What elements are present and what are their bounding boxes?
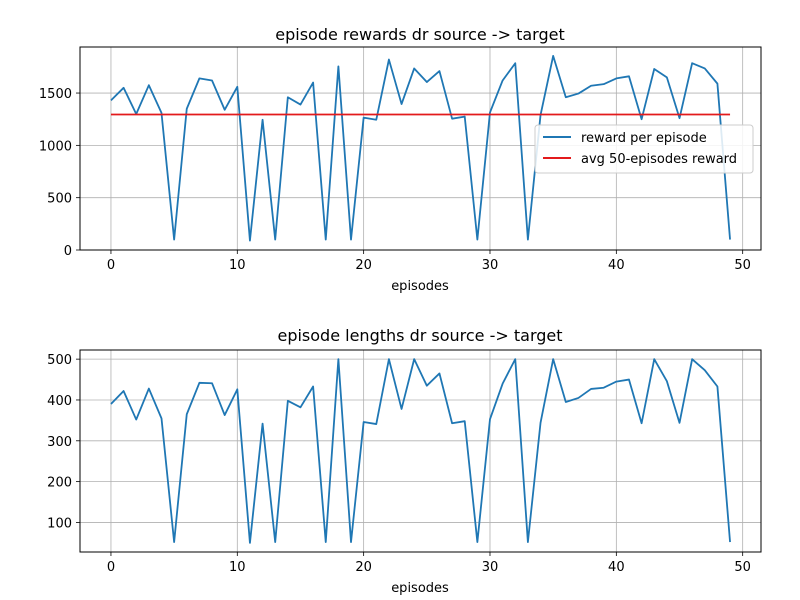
legend-label-avg: avg 50-episodes reward [581, 152, 737, 167]
lengths-series-line-0 [110, 358, 731, 544]
lengths-y-tick-label: 100 [47, 516, 72, 531]
legend-label-reward: reward per episode [581, 131, 707, 146]
lengths-chart-title: episode lengths dr source -> target [277, 326, 562, 345]
rewards-x-tick-label: 10 [229, 258, 246, 273]
rewards-y-tick-label: 1500 [39, 87, 72, 102]
lengths-y-tick-label: 200 [47, 476, 72, 491]
lengths-subplot: episode lengths dr source -> target 0 10 2… [47, 326, 762, 596]
rewards-subplot: episode rewards dr source -> target 0 10 2… [39, 25, 762, 294]
lengths-x-tick-label: 10 [229, 560, 246, 575]
lengths-axes-frame [79, 349, 762, 553]
lengths-gridlines [80, 350, 761, 552]
lengths-x-axis-label: episodes [391, 581, 449, 596]
lengths-y-tick-label: 300 [47, 435, 72, 450]
rewards-legend: reward per episode avg 50-episodes rewar… [534, 124, 754, 174]
rewards-x-tick-label: 0 [107, 258, 115, 273]
rewards-x-tick-label: 50 [734, 258, 751, 273]
lengths-x-tick-label: 30 [482, 560, 499, 575]
lengths-x-tick-label: 20 [355, 560, 372, 575]
rewards-plot-lines [110, 54, 731, 242]
rewards-y-tick-label: 0 [64, 244, 72, 259]
lengths-plot-lines [110, 358, 731, 544]
lengths-x-tick-label: 50 [734, 560, 751, 575]
rewards-series-line-0 [110, 54, 731, 242]
lengths-axis-ticks: 0 10 20 30 40 50 100 200 300 400 500 [47, 353, 751, 575]
rewards-chart-title: episode rewards dr source -> target [275, 25, 564, 44]
rewards-y-tick-label: 500 [47, 192, 72, 207]
rewards-x-axis-label: episodes [391, 279, 449, 294]
rewards-x-tick-label: 40 [608, 258, 625, 273]
rewards-y-tick-label: 1000 [39, 139, 72, 154]
rewards-x-tick-label: 30 [482, 258, 499, 273]
rewards-axes-frame [79, 46, 762, 251]
lengths-x-tick-label: 0 [107, 560, 115, 575]
lengths-y-tick-label: 400 [47, 394, 72, 409]
lengths-y-tick-label: 500 [47, 353, 72, 368]
lengths-x-tick-label: 40 [608, 560, 625, 575]
rewards-x-tick-label: 20 [355, 258, 372, 273]
legend-box [534, 124, 754, 174]
